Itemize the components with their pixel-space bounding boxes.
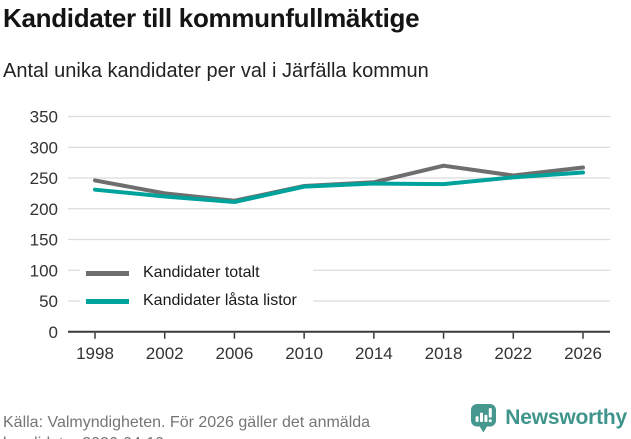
legend-swatch-locked-lists <box>86 298 129 304</box>
legend-label-total: Kandidater totalt <box>143 264 260 281</box>
x-tick-label: 1998 <box>76 344 114 363</box>
y-tick-label: 150 <box>30 231 58 250</box>
newsworthy-wordmark: Newsworthy <box>505 406 627 429</box>
line-chart-canvas: 0 50 100 150 200 250 300 350 1998 2002 2006 2010 201… <box>30 108 610 363</box>
x-tick-label: 2018 <box>425 344 463 363</box>
x-tick-label: 2022 <box>494 344 532 363</box>
legend-item-total: Kandidater totalt <box>80 259 313 287</box>
x-tick-label: 2002 <box>146 344 184 363</box>
x-tick-label: 2014 <box>355 344 393 363</box>
series-line-locked-lists <box>93 170 585 204</box>
legend-item-locked-lists: Kandidater låsta listor <box>80 287 313 315</box>
legend-swatch-total <box>86 270 129 276</box>
y-tick-label: 0 <box>49 323 58 342</box>
page-title: Kandidater till kommunfullmäktige <box>3 3 420 33</box>
y-tick-label: 300 <box>30 138 58 157</box>
newsworthy-logo: Newsworthy <box>470 403 627 433</box>
x-tick-label: 2026 <box>564 344 602 363</box>
y-tick-label: 250 <box>30 169 58 188</box>
page-subtitle: Antal unika kandidater per val i Järfäll… <box>3 60 429 82</box>
chart-legend: Kandidater totalt Kandidater låsta listo… <box>80 259 313 315</box>
legend-label-locked-lists: Kandidater låsta listor <box>143 292 297 309</box>
source-note: Källa: Valmyndigheten. För 2026 gäller d… <box>3 414 371 439</box>
y-tick-label: 200 <box>30 200 58 219</box>
x-tick-label: 2006 <box>216 344 254 363</box>
newsworthy-bubble-chart-icon <box>471 404 497 433</box>
y-tick-label: 100 <box>30 261 58 280</box>
x-tick-label: 2010 <box>285 344 323 363</box>
y-tick-label: 50 <box>39 292 58 311</box>
y-tick-label: 350 <box>30 108 58 127</box>
